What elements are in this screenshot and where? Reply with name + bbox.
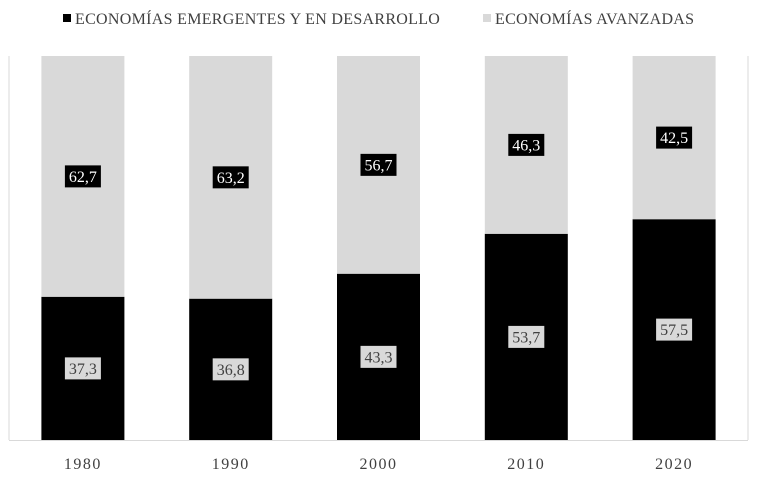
data-emergentes-2020-label-bg — [656, 318, 693, 341]
legend-swatch-emergentes — [63, 14, 71, 22]
bars — [41, 56, 716, 440]
x-tick-label-2000: 2000 — [360, 456, 398, 473]
x-axis-ticks: 1980 1990 2000 2010 2020 — [64, 456, 693, 473]
data-avanzadas-2020-label-bg — [656, 126, 693, 149]
data-emergentes-1980-label-bg — [64, 357, 101, 380]
data-avanzadas-2000-label: 56,7 — [365, 157, 393, 174]
data-avanzadas-1980-label: 62,7 — [69, 169, 97, 186]
data-emergentes-2000-label-group: 43,3 — [360, 345, 397, 368]
data-emergentes-2010-label: 53,7 — [512, 329, 540, 346]
x-tick-label-2020: 2020 — [655, 456, 693, 473]
data-avanzadas-2010-label-bg — [508, 133, 545, 156]
legend-label-avanzadas: ECONOMÍAS AVANZADAS — [495, 9, 694, 28]
data-emergentes-2000-label-bg — [360, 345, 397, 368]
legend-label-emergentes: ECONOMÍAS EMERGENTES Y EN DESARROLLO — [75, 9, 440, 28]
data-emergentes-2010-label-group: 53,7 — [508, 325, 545, 348]
data-avanzadas-2020-label: 42,5 — [660, 130, 688, 147]
data-emergentes-1990-label: 36,8 — [217, 362, 245, 379]
data-labels: 37,3 62,7 36,8 63,2 43,3 56,7 53,7 46,3 57,5 42,5 — [64, 126, 693, 381]
data-emergentes-1980-label: 37,3 — [69, 361, 97, 378]
data-avanzadas-1990-label: 63,2 — [217, 170, 245, 187]
x-tick-label-1990: 1990 — [212, 456, 250, 473]
data-avanzadas-2010-label: 46,3 — [512, 137, 540, 154]
plot-area: 37,3 62,7 36,8 63,2 43,3 56,7 53,7 46,3 57,5 42,5… — [8, 56, 749, 473]
legend: ECONOMÍAS EMERGENTES Y EN DESARROLLO ECO… — [63, 9, 694, 28]
x-tick-label-2010: 2010 — [507, 456, 545, 473]
data-avanzadas-1980-label-bg — [64, 165, 101, 188]
x-tick-label-1980: 1980 — [64, 456, 102, 473]
data-avanzadas-1990-label-group: 63,2 — [212, 166, 249, 189]
legend-swatch-avanzadas — [483, 14, 491, 22]
data-avanzadas-1990-label-bg — [212, 166, 249, 189]
legend-item-avanzadas: ECONOMÍAS AVANZADAS — [483, 9, 694, 28]
data-emergentes-1990-label-bg — [212, 358, 249, 381]
data-emergentes-1980-label-group: 37,3 — [64, 357, 101, 380]
data-avanzadas-1980-label-group: 62,7 — [64, 165, 101, 188]
data-emergentes-2020-label: 57,5 — [660, 322, 688, 339]
data-avanzadas-2020-label-group: 42,5 — [656, 126, 693, 149]
data-avanzadas-2000-label-bg — [360, 153, 397, 176]
data-emergentes-2010-label-bg — [508, 325, 545, 348]
data-avanzadas-2010-label-group: 46,3 — [508, 133, 545, 156]
data-emergentes-2000-label: 43,3 — [365, 349, 393, 366]
data-avanzadas-2000-label-group: 56,7 — [360, 153, 397, 176]
data-emergentes-2020-label-group: 57,5 — [656, 318, 693, 341]
data-emergentes-1990-label-group: 36,8 — [212, 358, 249, 381]
legend-item-emergentes: ECONOMÍAS EMERGENTES Y EN DESARROLLO — [63, 9, 440, 28]
